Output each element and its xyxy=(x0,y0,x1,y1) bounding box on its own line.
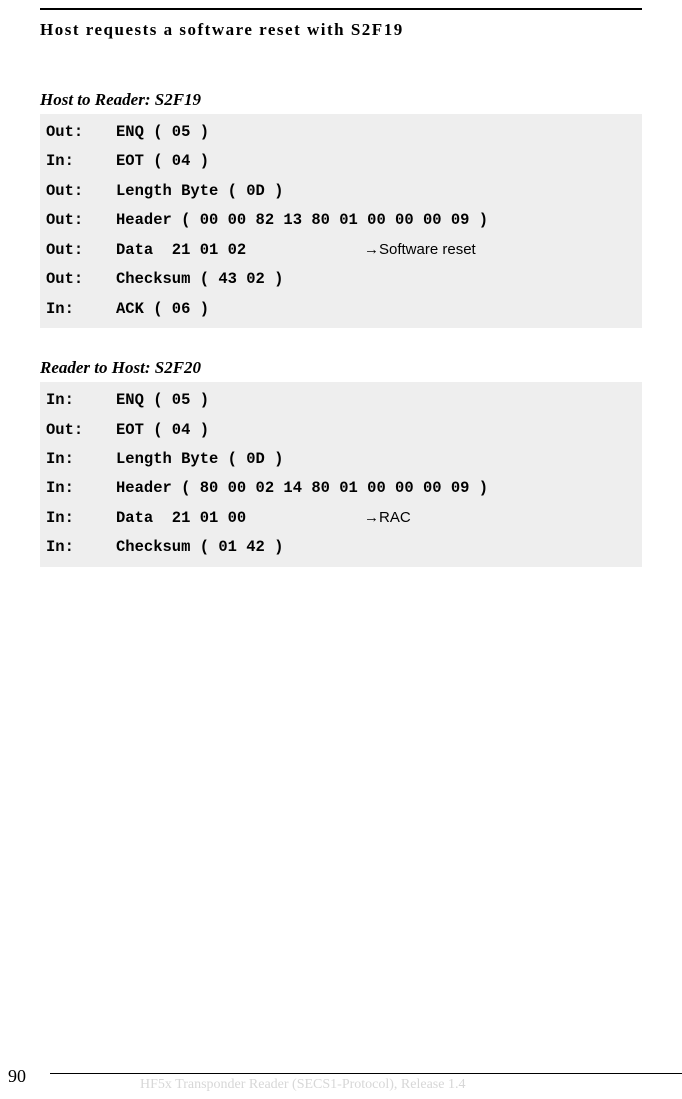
code-row: In:Checksum ( 01 42 ) xyxy=(46,533,636,562)
code-text: Header ( 00 00 82 13 80 01 00 00 00 09 ) xyxy=(116,206,488,235)
direction-label: In: xyxy=(46,295,116,324)
code-row: Out:ENQ ( 05 ) xyxy=(46,118,636,147)
direction-label: In: xyxy=(46,533,116,562)
direction-label: Out: xyxy=(46,118,116,147)
code-block-1: In:ENQ ( 05 ) Out:EOT ( 04 ) In:Length B… xyxy=(40,382,642,567)
code-text: Length Byte ( 0D ) xyxy=(116,177,283,206)
direction-label: Out: xyxy=(46,265,116,294)
direction-label: Out: xyxy=(46,206,116,235)
page-number: 90 xyxy=(8,1066,26,1087)
direction-label: In: xyxy=(46,147,116,176)
annotation-text: →Software reset xyxy=(364,236,476,265)
page-title: Host requests a software reset with S2F1… xyxy=(40,20,642,40)
code-text: Length Byte ( 0D ) xyxy=(116,445,283,474)
code-text: Data 21 01 02 xyxy=(116,236,364,265)
direction-label: In: xyxy=(46,474,116,503)
annotation-text: →RAC xyxy=(364,504,411,533)
direction-label: Out: xyxy=(46,236,116,265)
code-text: ENQ ( 05 ) xyxy=(116,118,209,147)
code-row: In:Data 21 01 00→RAC xyxy=(46,504,636,533)
code-text: Data 21 01 00 xyxy=(116,504,364,533)
code-row: Out:Checksum ( 43 02 ) xyxy=(46,265,636,294)
code-row: In:ENQ ( 05 ) xyxy=(46,386,636,415)
code-row: In:EOT ( 04 ) xyxy=(46,147,636,176)
direction-label: In: xyxy=(46,504,116,533)
code-block-0: Out:ENQ ( 05 ) In:EOT ( 04 ) Out:Length … xyxy=(40,114,642,328)
direction-label: Out: xyxy=(46,416,116,445)
code-row: In:Header ( 80 00 02 14 80 01 00 00 00 0… xyxy=(46,474,636,503)
code-text: EOT ( 04 ) xyxy=(116,416,209,445)
section-heading-0: Host to Reader: S2F19 xyxy=(40,90,642,110)
code-text: Checksum ( 43 02 ) xyxy=(116,265,283,294)
code-row: In:Length Byte ( 0D ) xyxy=(46,445,636,474)
page-footer: 90 HF5x Transponder Reader (SECS1-Protoc… xyxy=(0,1061,682,1089)
code-text: EOT ( 04 ) xyxy=(116,147,209,176)
section-heading-1: Reader to Host: S2F20 xyxy=(40,358,642,378)
code-row: Out:EOT ( 04 ) xyxy=(46,416,636,445)
direction-label: Out: xyxy=(46,177,116,206)
code-text: Header ( 80 00 02 14 80 01 00 00 00 09 ) xyxy=(116,474,488,503)
code-text: Checksum ( 01 42 ) xyxy=(116,533,283,562)
code-text: ENQ ( 05 ) xyxy=(116,386,209,415)
code-row: In:ACK ( 06 ) xyxy=(46,295,636,324)
footer-horizontal-rule xyxy=(50,1073,682,1074)
page-content: Host requests a software reset with S2F1… xyxy=(0,10,682,567)
code-row: Out:Data 21 01 02→Software reset xyxy=(46,236,636,265)
code-text: ACK ( 06 ) xyxy=(116,295,209,324)
code-row: Out:Length Byte ( 0D ) xyxy=(46,177,636,206)
code-row: Out:Header ( 00 00 82 13 80 01 00 00 00 … xyxy=(46,206,636,235)
direction-label: In: xyxy=(46,386,116,415)
direction-label: In: xyxy=(46,445,116,474)
